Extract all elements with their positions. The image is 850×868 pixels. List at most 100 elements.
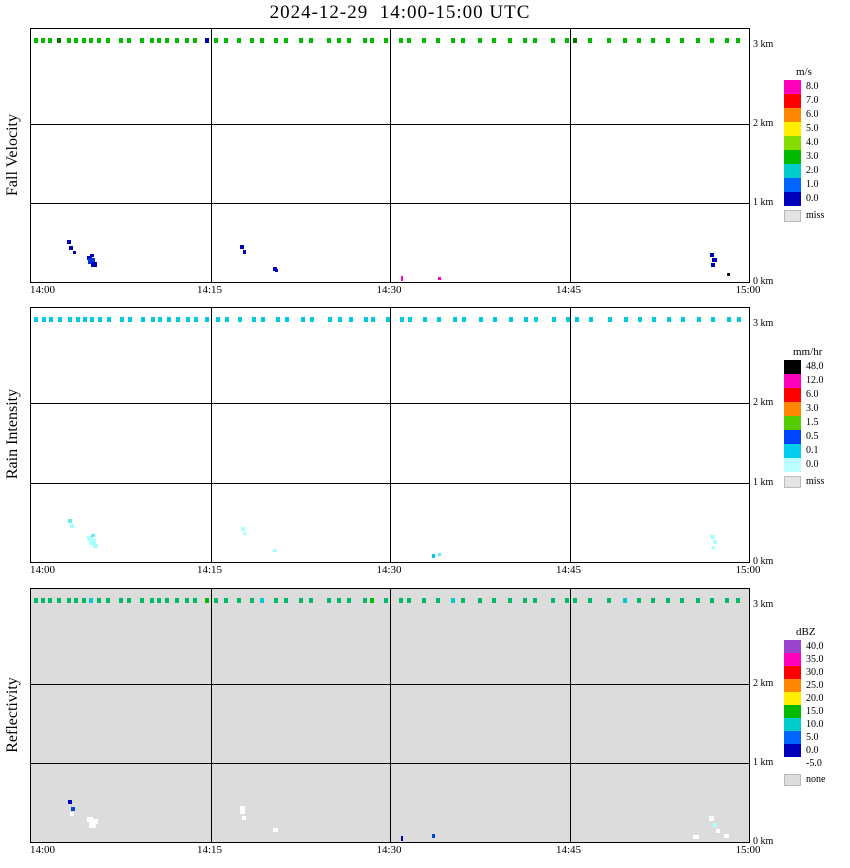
data-cell bbox=[283, 598, 288, 604]
data-cell bbox=[636, 598, 641, 604]
data-cell bbox=[48, 598, 53, 604]
legend-color-swatch bbox=[784, 136, 801, 150]
data-cell bbox=[566, 317, 571, 323]
data-cell bbox=[204, 598, 209, 604]
data-cell bbox=[69, 812, 74, 817]
data-cell bbox=[174, 598, 179, 604]
data-cell bbox=[310, 317, 315, 323]
data-cell bbox=[151, 317, 156, 323]
legend-value-label: 6.0 bbox=[806, 109, 819, 120]
data-cell bbox=[92, 544, 98, 549]
legend-color-swatch bbox=[784, 192, 801, 206]
legend-miss-label: none bbox=[806, 774, 826, 785]
data-cell bbox=[492, 598, 497, 604]
data-cell bbox=[451, 598, 456, 604]
data-cell bbox=[337, 317, 342, 323]
data-cell bbox=[119, 317, 124, 323]
x-gridline bbox=[390, 308, 391, 562]
legend-value-label: 8.0 bbox=[806, 81, 819, 92]
data-cell bbox=[507, 598, 512, 604]
data-cell bbox=[715, 828, 720, 833]
legend-value-label: 15.0 bbox=[806, 705, 824, 717]
data-cell bbox=[370, 38, 375, 44]
data-cell bbox=[371, 317, 376, 323]
data-cell bbox=[240, 526, 245, 531]
data-cell bbox=[695, 598, 700, 604]
legend-color-swatch bbox=[784, 430, 801, 444]
data-cell bbox=[224, 38, 229, 44]
data-cell bbox=[90, 262, 97, 268]
data-cell bbox=[70, 806, 75, 811]
time-tick-label: 14:15 bbox=[196, 844, 223, 856]
legend-miss-label: miss bbox=[806, 476, 825, 487]
height-tick-label: 0 km bbox=[753, 276, 774, 287]
legend-value-label: 5.0 bbox=[806, 123, 819, 134]
y-axis-label-rain-intensity: Rain Intensity bbox=[0, 307, 26, 561]
data-cell bbox=[508, 317, 513, 323]
data-cell bbox=[238, 317, 243, 323]
height-tick-label: 1 km bbox=[753, 196, 774, 208]
data-cell bbox=[711, 262, 716, 267]
data-cell bbox=[261, 317, 266, 323]
legend-value-label: 0.0 bbox=[806, 744, 819, 756]
data-cell bbox=[725, 598, 730, 604]
legend-value-label: 1.0 bbox=[806, 179, 819, 190]
data-cell bbox=[736, 598, 741, 604]
legend-value-label: 1.5 bbox=[806, 417, 819, 428]
data-cell bbox=[652, 317, 657, 323]
data-cell bbox=[574, 317, 579, 323]
data-cell bbox=[97, 598, 102, 604]
data-cell bbox=[40, 38, 45, 44]
legend-color-swatch bbox=[784, 374, 801, 388]
data-cell bbox=[681, 317, 686, 323]
data-cell bbox=[431, 554, 435, 559]
data-cell bbox=[712, 546, 716, 550]
data-cell bbox=[726, 317, 731, 323]
data-cell bbox=[384, 38, 389, 44]
data-cell bbox=[437, 276, 441, 280]
data-cell bbox=[421, 38, 426, 44]
data-cell bbox=[98, 317, 103, 323]
legend-color-swatch bbox=[784, 402, 801, 416]
data-cell bbox=[251, 317, 256, 323]
data-cell bbox=[523, 598, 528, 604]
legend-color-swatch bbox=[784, 757, 801, 770]
data-cell bbox=[408, 317, 413, 323]
data-cell bbox=[192, 598, 197, 604]
x-gridline bbox=[569, 29, 571, 282]
y-gridline bbox=[31, 762, 749, 764]
data-cell bbox=[666, 317, 671, 323]
data-cell bbox=[165, 38, 170, 44]
time-tick-label: 15:00 bbox=[735, 844, 761, 856]
x-gridline bbox=[210, 589, 212, 842]
data-cell bbox=[493, 317, 498, 323]
data-cell bbox=[523, 38, 528, 44]
legend-miss-label: miss bbox=[806, 210, 825, 221]
data-cell bbox=[56, 598, 61, 604]
legend-color-swatch bbox=[784, 388, 801, 402]
data-cell bbox=[336, 598, 341, 604]
data-cell bbox=[587, 38, 592, 44]
data-cell bbox=[693, 835, 700, 840]
data-cell bbox=[88, 38, 93, 44]
data-cell bbox=[194, 317, 199, 323]
data-cell bbox=[400, 836, 403, 842]
data-cell bbox=[622, 38, 627, 44]
data-cell bbox=[299, 598, 304, 604]
data-cell bbox=[723, 833, 729, 838]
data-cell bbox=[362, 38, 367, 44]
legend-value-label: 12.0 bbox=[806, 375, 824, 386]
legend-unit-reflectivity: dBZ bbox=[796, 626, 816, 638]
data-cell bbox=[709, 38, 714, 44]
legend-color-swatch bbox=[784, 705, 801, 718]
data-cell bbox=[149, 38, 154, 44]
data-cell bbox=[550, 38, 555, 44]
y-gridline bbox=[31, 403, 749, 405]
height-tick-label: 3 km bbox=[753, 598, 774, 610]
data-cell bbox=[72, 251, 76, 255]
data-cell bbox=[622, 598, 627, 604]
data-cell bbox=[237, 598, 242, 604]
data-cell bbox=[86, 256, 92, 261]
legend-value-label: 48.0 bbox=[806, 361, 824, 372]
data-cell bbox=[105, 38, 110, 44]
